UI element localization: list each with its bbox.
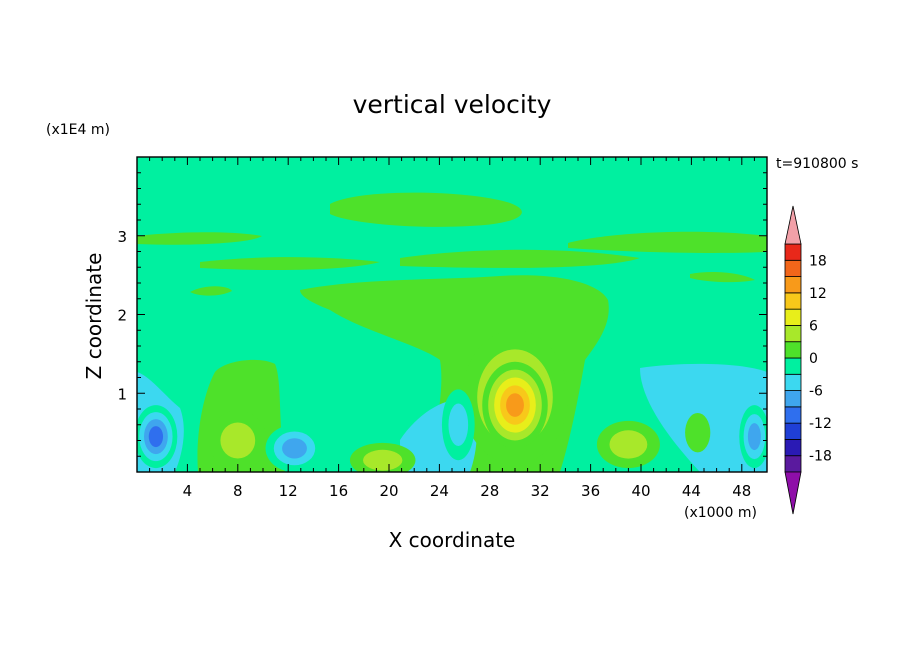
band-right-small <box>690 272 755 283</box>
y-axis: 1 2 3 <box>117 172 767 457</box>
band-mid <box>200 257 380 270</box>
colorbar-tick-label: -12 <box>809 416 832 432</box>
contour-feature-2-level-2 <box>220 422 256 459</box>
colorbar-tick-label: -6 <box>809 384 823 400</box>
colorbar-tick-label: -18 <box>809 449 832 465</box>
x-unit-label: (x1000 m) <box>684 505 757 521</box>
y-tick-label: 2 <box>117 307 127 325</box>
chart-title: vertical velocity <box>353 90 552 119</box>
band-upper <box>330 192 522 227</box>
x-tick-label: 16 <box>329 482 348 500</box>
colorbar-tick-label: 12 <box>809 286 827 302</box>
colorbar-segment <box>784 276 802 294</box>
colorbar-segment <box>784 422 802 440</box>
band-right <box>568 231 767 253</box>
y-axis-label: Z coordinate <box>82 253 106 380</box>
contour-feature-7-level-2 <box>609 430 648 459</box>
band-mid2 <box>400 249 640 268</box>
band-left-small <box>190 286 232 296</box>
contour-feature-5-level-2 <box>363 449 403 471</box>
colorbar: 18 12 6 0 -6 -12 -18 <box>784 205 832 515</box>
colorbar-under-arrow <box>784 471 802 515</box>
x-tick-label: 20 <box>379 482 398 500</box>
x-tick-label: 8 <box>233 482 243 500</box>
contour-feature-1-level-5 <box>506 393 524 417</box>
y-unit-label: (x1E4 m) <box>46 122 110 138</box>
contour-feature-4-level-4 <box>148 426 164 448</box>
colorbar-segment <box>784 325 802 343</box>
x-tick-label: 12 <box>279 482 298 500</box>
x-tick-label: 44 <box>682 482 701 500</box>
band-left <box>137 232 262 245</box>
colorbar-segment <box>784 390 802 408</box>
colorbar-segment <box>784 373 802 391</box>
colorbar-tick-label: 0 <box>809 351 818 367</box>
y-tick-label: 1 <box>117 385 127 403</box>
x-tick-label: 4 <box>183 482 193 500</box>
x-tick-label: 36 <box>581 482 600 500</box>
feature-layer <box>137 330 767 472</box>
x-tick-label: 48 <box>732 482 751 500</box>
time-label: t=910800 s <box>776 156 858 172</box>
colorbar-segment <box>784 308 802 326</box>
colorbar-segment <box>784 243 802 261</box>
colorbar-segment <box>784 406 802 424</box>
x-tick-label: 28 <box>480 482 499 500</box>
colorbar-tick-label: 6 <box>809 318 818 334</box>
contour-field <box>136 156 768 473</box>
x-axis: 4 8 12 16 20 24 28 32 36 40 44 48 <box>149 157 755 500</box>
x-tick-label: 24 <box>430 482 449 500</box>
contour-feature-6-level-2 <box>448 403 469 447</box>
colorbar-tick-label: 18 <box>809 253 827 269</box>
contour-feature-9-level-1 <box>685 412 711 453</box>
contour-feature-8-level-3 <box>747 423 761 451</box>
colorbar-segment <box>784 259 802 277</box>
x-tick-label: 32 <box>531 482 550 500</box>
colorbar-over-arrow <box>784 205 802 245</box>
contour-feature-3-level-3 <box>282 438 307 459</box>
colorbar-segment <box>784 439 802 457</box>
colorbar-segment <box>784 357 802 375</box>
colorbar-segment <box>784 341 802 359</box>
x-tick-label: 40 <box>631 482 650 500</box>
colorbar-segment <box>784 455 802 473</box>
colorbar-segment <box>784 292 802 310</box>
y-tick-label: 3 <box>117 228 127 246</box>
x-axis-label: X coordinate <box>389 528 516 552</box>
